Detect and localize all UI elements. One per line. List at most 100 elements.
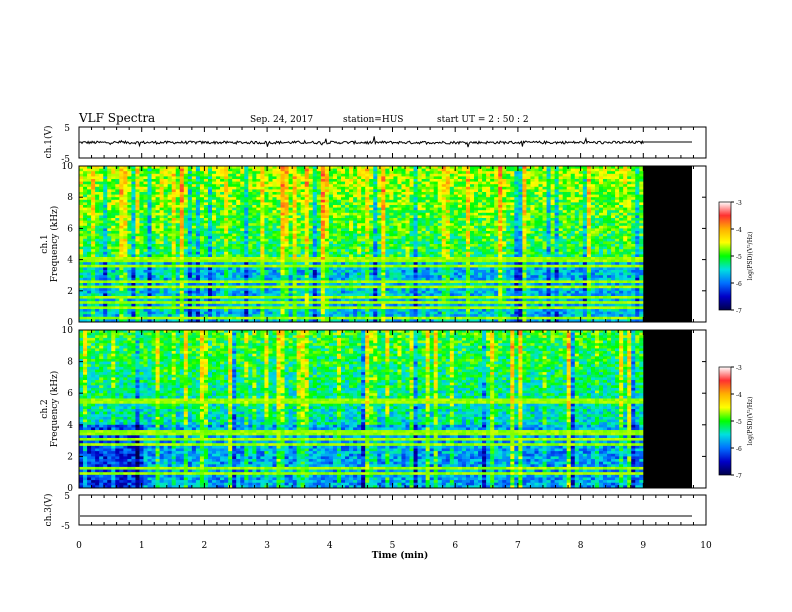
spectrogram-cell xyxy=(465,215,471,219)
spectrogram-cell xyxy=(602,231,608,234)
spectrogram-cell xyxy=(292,173,298,177)
spectrogram-cell xyxy=(602,244,608,247)
spectrogram-cell xyxy=(397,249,402,253)
spectrogram-cell xyxy=(252,205,257,208)
spectrogram-cell xyxy=(280,166,285,169)
spectrogram-cell xyxy=(232,244,237,247)
spectrogram-cell xyxy=(304,210,310,214)
spectrogram-cell xyxy=(220,241,225,245)
spectrogram-cell xyxy=(155,207,161,211)
spectrogram-cell xyxy=(461,251,467,255)
spectrogram-cell xyxy=(631,212,636,216)
spectrogram-cell xyxy=(332,236,338,240)
spectrogram-cell xyxy=(87,231,92,234)
spectrogram-cell xyxy=(631,166,636,169)
spectrogram-cell xyxy=(304,192,310,195)
spectrogram-cell xyxy=(264,236,269,240)
spectrogram-cell xyxy=(252,254,257,258)
spectrogram-cell xyxy=(498,179,503,182)
spectrogram-cell xyxy=(349,249,354,253)
spectrogram-cell xyxy=(437,236,443,240)
spectrogram-cell xyxy=(207,197,213,201)
spectrogram-cell xyxy=(143,244,148,247)
spectrogram-cell xyxy=(619,236,624,240)
spectrogram-cell xyxy=(465,168,471,172)
spectrogram-cell xyxy=(332,184,338,188)
spectrogram-cell xyxy=(417,189,423,193)
spectrogram-cell xyxy=(498,205,503,208)
spectrogram-cell xyxy=(461,197,467,201)
spectrogram-cell xyxy=(598,173,604,177)
spectrogram-cell xyxy=(119,225,124,229)
spectrogram-cell xyxy=(465,244,471,247)
spectrogram-cell xyxy=(546,225,551,229)
spectrogram-cell xyxy=(615,166,620,169)
spectrogram-cell xyxy=(123,207,128,211)
spectrogram-cell xyxy=(409,199,414,203)
spectrogram-cell xyxy=(324,205,330,208)
spectrogram-cell xyxy=(478,189,483,193)
spectrogram-cell xyxy=(187,202,193,206)
spectrogram-cell xyxy=(357,249,362,253)
spectrogram-cell xyxy=(248,228,253,232)
spectrogram-cell xyxy=(429,194,435,198)
spectrogram-cell xyxy=(385,254,390,258)
spectrogram-cell xyxy=(453,210,459,214)
spectrogram-cell xyxy=(574,212,580,216)
spectrogram-cell xyxy=(224,205,229,208)
spectrogram-cell xyxy=(300,233,306,237)
spectrogram-cell xyxy=(623,212,628,216)
spectrogram-cell xyxy=(280,202,285,206)
spectrogram-cell xyxy=(478,246,483,250)
spectrogram-cell xyxy=(413,236,418,240)
spectrogram-cell xyxy=(518,181,523,185)
spectrogram-cell xyxy=(83,233,88,237)
spectrogram-cell xyxy=(369,231,374,234)
spectrogram-cell xyxy=(582,192,588,195)
spectrogram-cell xyxy=(107,231,112,234)
spectrogram-cell xyxy=(280,197,285,201)
spectrogram-cell xyxy=(582,223,588,227)
spectrogram-cell xyxy=(179,202,185,206)
spectrogram-cell xyxy=(482,251,487,255)
spectrogram-cell xyxy=(324,212,330,216)
spectrogram-cell xyxy=(276,199,281,203)
spectrogram-cell xyxy=(127,173,132,177)
spectrogram-cell xyxy=(103,184,108,188)
spectrogram-cell xyxy=(220,251,225,255)
spectrogram-cell xyxy=(272,199,277,203)
spectrogram-cell xyxy=(510,210,515,214)
spectrogram-cell xyxy=(163,246,169,250)
spectrogram-cell xyxy=(397,179,402,182)
spectrogram-cell xyxy=(244,197,249,201)
spectrogram-cell xyxy=(252,225,257,229)
spectrogram-cell xyxy=(490,176,495,180)
spectrogram-cell xyxy=(478,176,483,180)
spectrogram-cell xyxy=(163,205,169,208)
spectrogram-cell xyxy=(332,254,338,258)
spectrogram-cell xyxy=(175,241,181,245)
spectrogram-cell xyxy=(191,171,197,175)
spectrogram-cell xyxy=(615,194,620,198)
spectrogram-cell xyxy=(320,215,326,219)
spectrogram-cell xyxy=(409,205,414,208)
spectrogram-cell xyxy=(506,215,511,219)
spectrogram-cell xyxy=(203,173,209,177)
spectrogram-cell xyxy=(87,236,92,240)
spectrogram-cell xyxy=(175,189,181,193)
spectrogram-cell xyxy=(252,168,257,172)
spectrogram-cell xyxy=(623,166,628,169)
spectrogram-cell xyxy=(236,176,241,180)
spectrogram-cell xyxy=(183,212,189,216)
spectrogram-cell xyxy=(449,254,455,258)
spectrogram-cell xyxy=(361,223,366,227)
spectrogram-cell xyxy=(449,171,455,175)
spectrogram-cell xyxy=(502,233,507,237)
spectrogram-cell xyxy=(95,223,100,227)
spectrogram-cell xyxy=(357,202,362,206)
spectrogram-cell xyxy=(353,212,358,216)
spectrogram-cell xyxy=(594,254,600,258)
spectrogram-cell xyxy=(203,225,209,229)
spectrogram-cell xyxy=(602,212,608,216)
spectrogram-cell xyxy=(554,181,560,185)
